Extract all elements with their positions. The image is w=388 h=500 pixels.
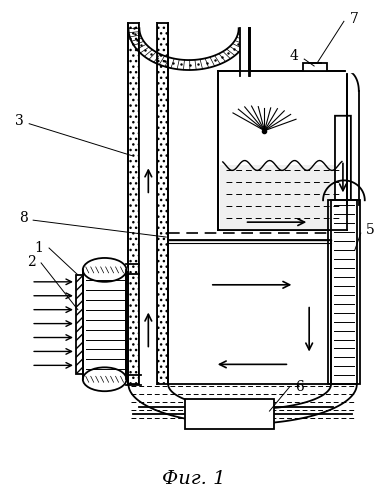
Text: Фиг. 1: Фиг. 1 bbox=[162, 470, 226, 488]
Bar bbox=[157, 24, 168, 384]
Bar bbox=[218, 71, 347, 230]
Text: 4: 4 bbox=[290, 49, 299, 63]
Bar bbox=[139, 24, 157, 384]
Bar bbox=[185, 399, 274, 429]
Text: 5: 5 bbox=[366, 223, 375, 237]
Text: 1: 1 bbox=[35, 241, 43, 255]
Text: 3: 3 bbox=[15, 114, 24, 128]
Bar bbox=[220, 166, 345, 230]
Bar bbox=[128, 24, 139, 384]
Bar bbox=[240, 28, 248, 76]
Text: 2: 2 bbox=[27, 255, 36, 269]
Text: 8: 8 bbox=[19, 211, 28, 225]
Text: 7: 7 bbox=[350, 12, 358, 26]
FancyBboxPatch shape bbox=[335, 116, 351, 215]
Bar bbox=[328, 200, 360, 384]
Ellipse shape bbox=[83, 258, 126, 282]
Text: 6: 6 bbox=[295, 380, 304, 394]
Bar bbox=[83, 270, 126, 380]
Bar bbox=[331, 200, 357, 384]
Ellipse shape bbox=[83, 368, 126, 391]
Bar bbox=[303, 63, 327, 71]
Bar bbox=[76, 275, 83, 374]
Bar bbox=[168, 240, 331, 384]
